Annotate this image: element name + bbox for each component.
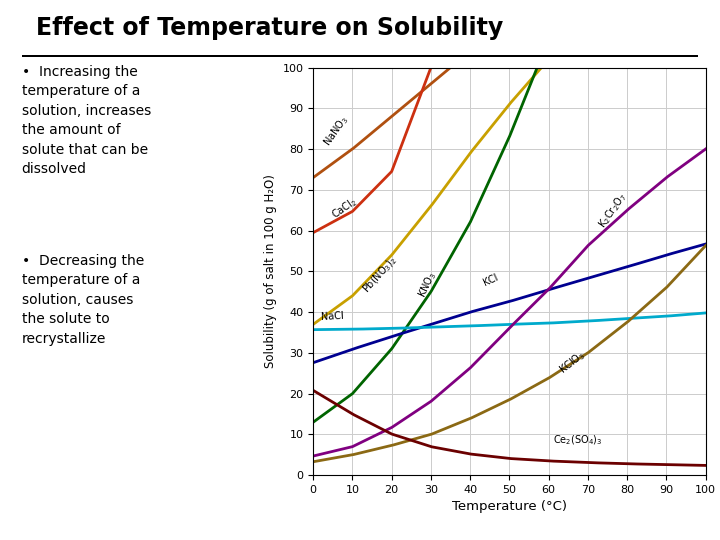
Text: Pb(NO$_3$)$_2$: Pb(NO$_3$)$_2$ <box>360 253 400 296</box>
Y-axis label: Solubility (g of salt in 100 g H₂O): Solubility (g of salt in 100 g H₂O) <box>264 174 277 368</box>
X-axis label: Temperature (°C): Temperature (°C) <box>452 501 567 514</box>
Text: Ce$_2$(SO$_4$)$_3$: Ce$_2$(SO$_4$)$_3$ <box>552 433 602 447</box>
Text: KCl: KCl <box>482 272 500 288</box>
Text: •  Decreasing the
temperature of a
solution, causes
the solute to
recrystallize: • Decreasing the temperature of a soluti… <box>22 254 144 346</box>
Text: CaCl$_2$: CaCl$_2$ <box>329 195 360 222</box>
Text: K$_2$Cr$_2$O$_7$: K$_2$Cr$_2$O$_7$ <box>595 190 630 231</box>
Text: NaCl: NaCl <box>321 311 344 322</box>
Text: NaNO$_3$: NaNO$_3$ <box>321 113 352 149</box>
Text: •  Increasing the
temperature of a
solution, increases
the amount of
solute that: • Increasing the temperature of a soluti… <box>22 65 151 176</box>
Text: KNO$_3$: KNO$_3$ <box>415 269 439 300</box>
Text: KClO$_3$: KClO$_3$ <box>557 348 588 377</box>
Text: Effect of Temperature on Solubility: Effect of Temperature on Solubility <box>36 16 503 40</box>
